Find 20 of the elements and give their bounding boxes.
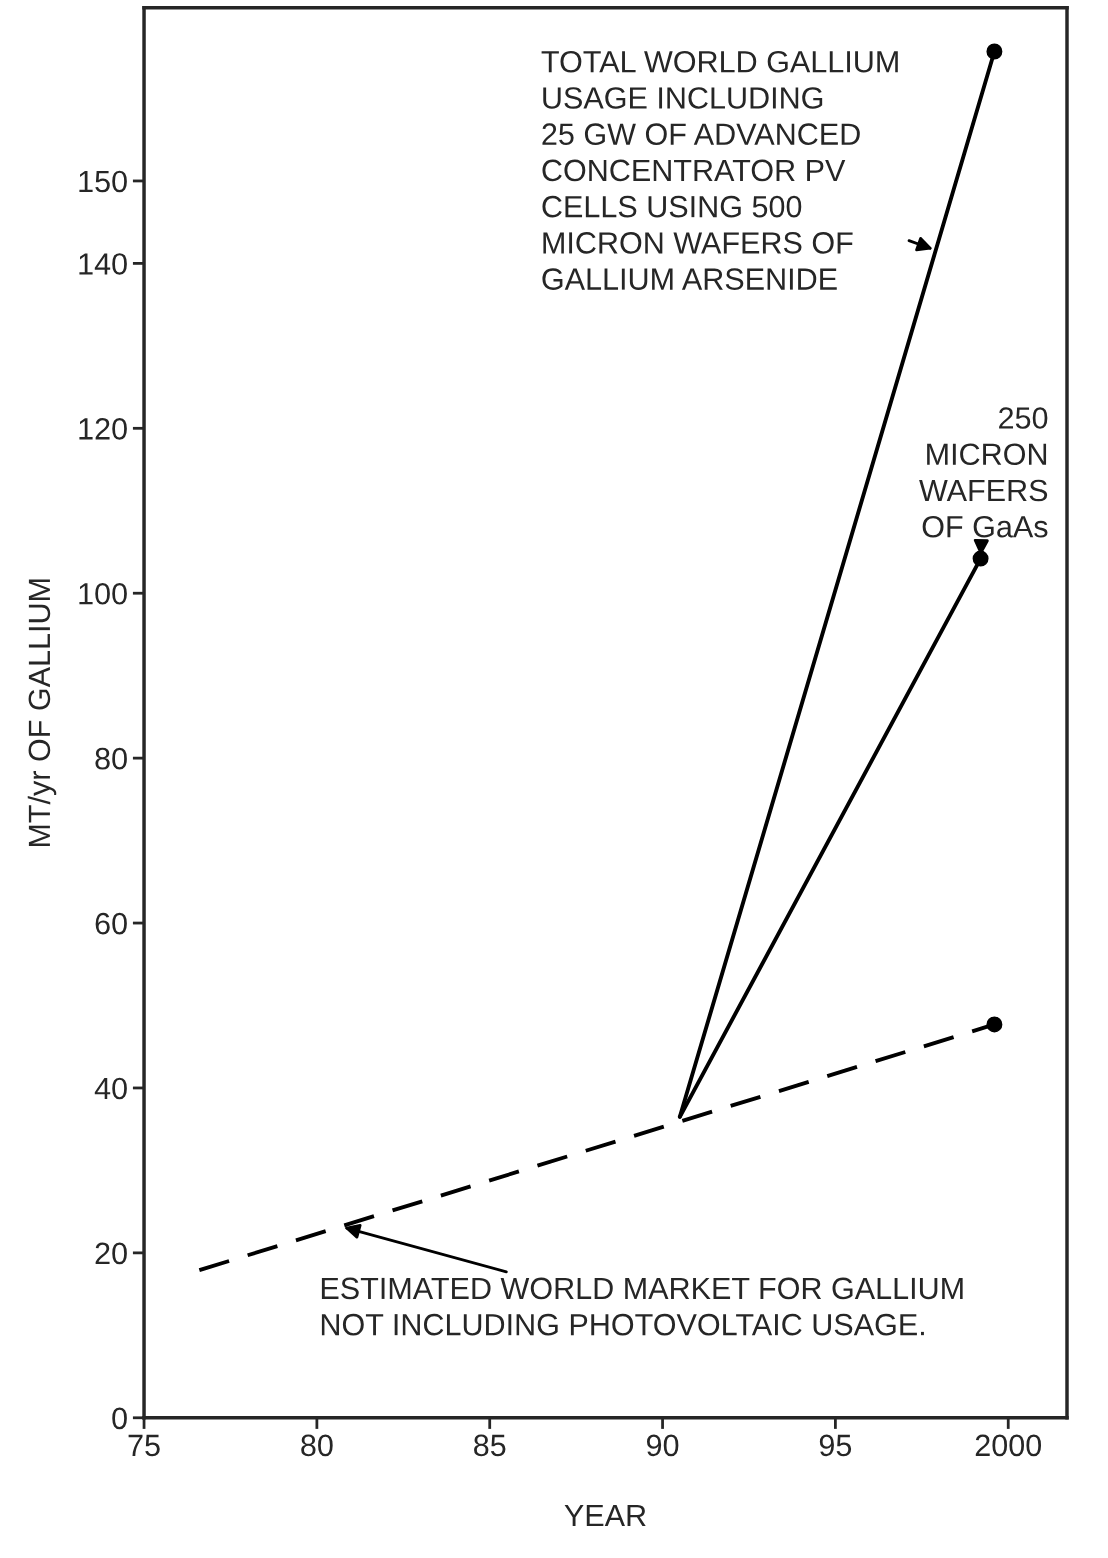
x-tick-label: 90 (647, 1434, 679, 1457)
y-axis-title: MT/yr OF GALLIUM (27, 579, 57, 847)
y-tick-label: 40 (94, 1077, 127, 1100)
x-tick-label: 2000 (975, 1434, 1042, 1457)
x-tick-label: 80 (301, 1434, 333, 1457)
y-tick-label: 150 (79, 170, 127, 193)
x-tick-label: 85 (474, 1434, 506, 1457)
y-tick-label: 140 (79, 253, 127, 275)
y-tick-label: 80 (95, 747, 127, 770)
x-axis-title: YEAR (564, 1505, 646, 1527)
y-tick-label: 120 (79, 418, 127, 440)
y-tick-label: 20 (95, 1242, 127, 1265)
annotation: ESTIMATED WORLD MARKET FOR GALLIUM NOT INCLUDING PHOTOVOLTAIC USAGE. (321, 1277, 963, 1336)
x-tick-label: 95 (819, 1434, 852, 1457)
annotation: 250 MICRON WAFERS OF GaAs (919, 407, 1048, 538)
x-tick-label: 75 (128, 1434, 160, 1457)
y-tick-label: 100 (79, 582, 127, 605)
annotation: TOTAL WORLD GALLIUM USAGE INCLUDING 25 GW OF ADVANCED CONCENTRATOR PV CELLS USING 500 MICRON WAFERS OF GALLIUM ARSENIDE (541, 50, 898, 290)
y-tick-label: 60 (95, 912, 127, 935)
y-tick-label: 0 (112, 1407, 127, 1430)
